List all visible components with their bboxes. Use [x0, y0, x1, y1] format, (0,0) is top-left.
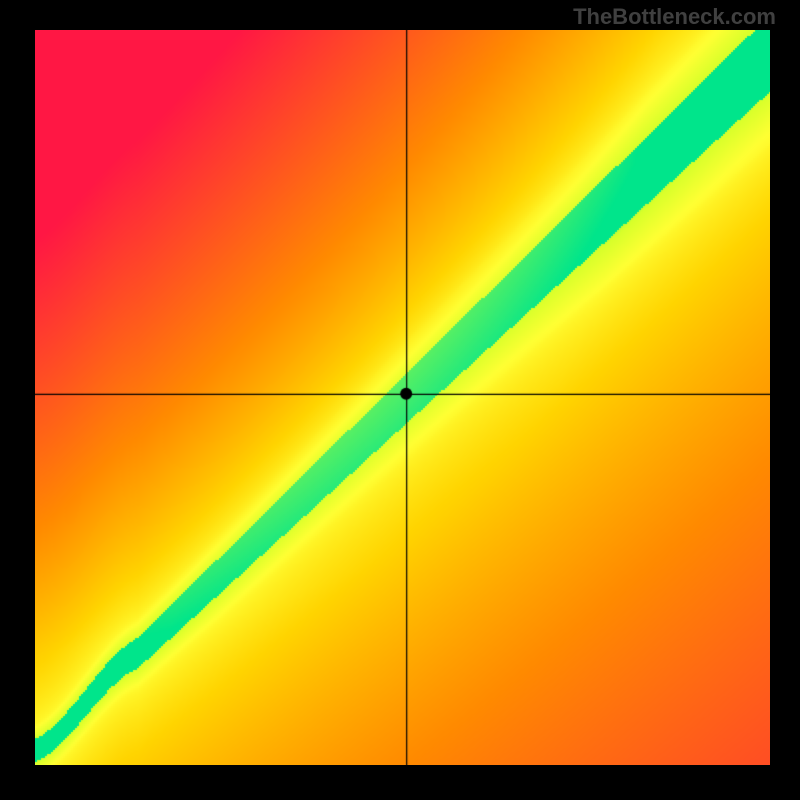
watermark-text: TheBottleneck.com [573, 4, 776, 30]
bottleneck-heatmap [35, 30, 770, 765]
chart-container: TheBottleneck.com [0, 0, 800, 800]
